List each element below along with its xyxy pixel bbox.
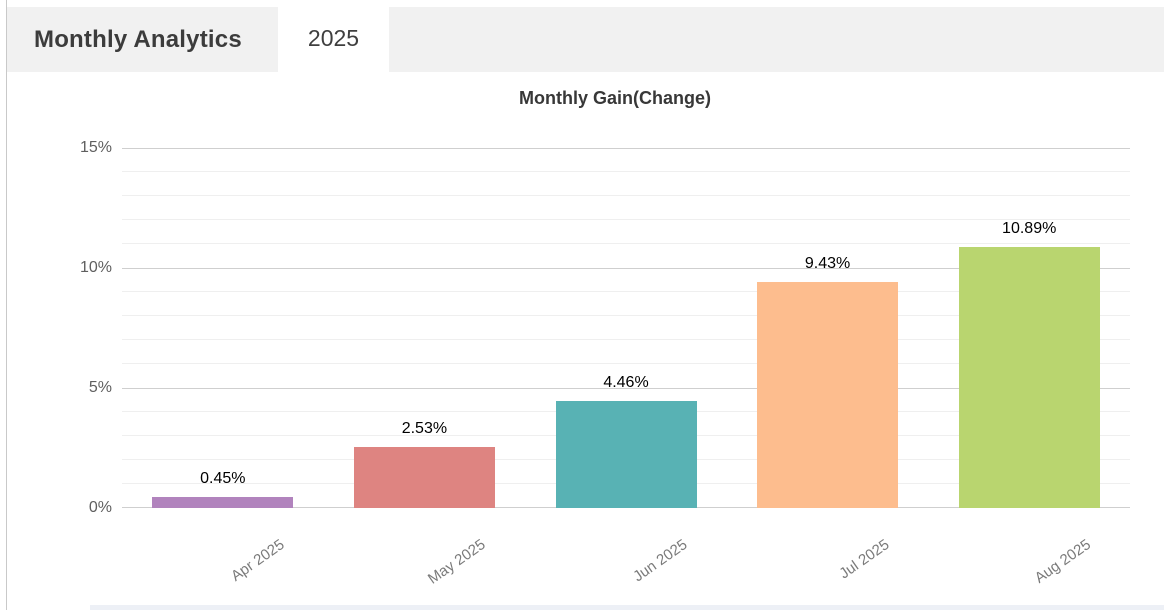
- x-axis-label: Jun 2025: [630, 536, 691, 586]
- bar-value-label: 4.46%: [603, 374, 649, 391]
- bottom-edge: [90, 605, 1164, 610]
- x-axis-label: Jul 2025: [836, 536, 893, 583]
- x-axis-label: Apr 2025: [228, 536, 288, 585]
- minor-gridline: [122, 363, 1130, 364]
- y-axis-label: 10%: [79, 259, 112, 276]
- minor-gridline: [122, 339, 1130, 340]
- plot-area: 0.45% 2.53% 4.46% 9.43% 10.89%: [122, 148, 1130, 508]
- bar[interactable]: [556, 401, 697, 508]
- major-gridline: [122, 268, 1130, 269]
- minor-gridline: [122, 195, 1130, 196]
- tab-2025-label: 2025: [307, 24, 360, 51]
- bar[interactable]: [354, 447, 495, 508]
- bar[interactable]: [152, 497, 293, 508]
- page-title: Monthly Analytics: [34, 25, 242, 53]
- minor-gridline: [122, 291, 1130, 292]
- bar-value-label: 2.53%: [401, 420, 448, 437]
- header-bar: Monthly Analytics: [7, 7, 1164, 72]
- major-gridline: [122, 388, 1130, 389]
- minor-gridline: [122, 219, 1130, 220]
- y-axis-label: 0%: [88, 499, 112, 516]
- minor-gridline: [122, 315, 1130, 316]
- minor-gridline: [122, 171, 1130, 172]
- bar[interactable]: [757, 282, 898, 508]
- major-gridline: [122, 148, 1130, 149]
- bar-value-label: 0.45%: [200, 470, 246, 487]
- bar-value-label: 10.89%: [1002, 220, 1057, 237]
- bar[interactable]: [959, 247, 1100, 508]
- x-axis-label: May 2025: [425, 536, 489, 588]
- bar-value-label: 9.43%: [804, 255, 851, 272]
- y-axis-label: 15%: [79, 139, 112, 156]
- panel-left-border: [6, 0, 7, 610]
- chart-title: Monthly Gain(Change): [519, 88, 711, 108]
- tab-2025[interactable]: 2025: [278, 3, 389, 73]
- minor-gridline: [122, 243, 1130, 244]
- y-axis-label: 5%: [88, 379, 112, 396]
- x-axis-label: Aug 2025: [1031, 536, 1094, 587]
